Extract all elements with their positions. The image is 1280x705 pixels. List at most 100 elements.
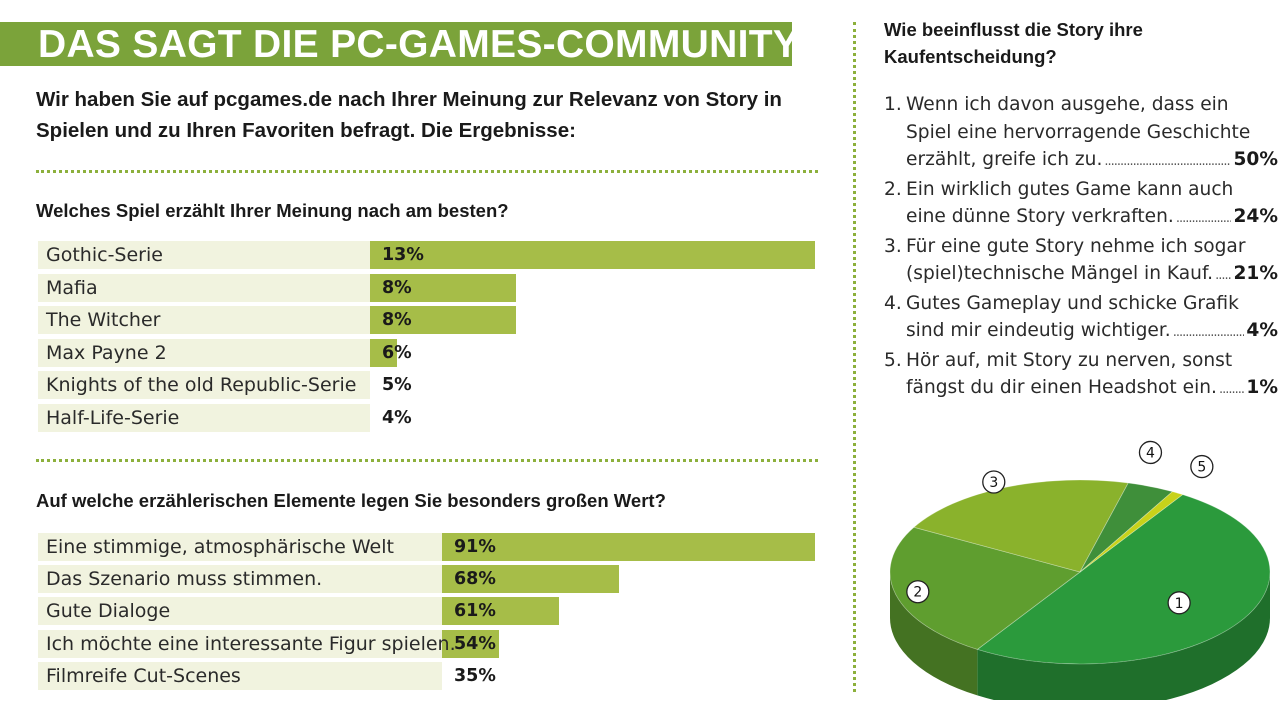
pie-slice: [1079, 491, 1184, 573]
intro-text: Wir haben Sie auf pcgames.de nach Ihrer …: [36, 88, 782, 142]
answer-last-line: (spiel)technische Mängel in Kauf. 21%: [906, 260, 1278, 290]
bar-row: Das Szenario muss stimmen. 68%: [38, 565, 619, 594]
title-banner: [0, 22, 792, 66]
bar-value-label: 5%: [382, 375, 412, 395]
pie-label-leader: [1177, 474, 1203, 494]
answer-percentage: 50%: [1233, 149, 1278, 170]
pie-slice: [976, 494, 1270, 665]
answer-item: 1. Wenn ich davon ausgehe, dass ein Spiel …: [884, 91, 1278, 176]
answer-text-line: Gutes Gameplay und schicke Grafik: [906, 292, 1239, 314]
answer-list: 1. Wenn ich davon ausgehe, dass ein Spiel …: [884, 91, 1278, 404]
bar-fill: [370, 273, 517, 302]
bar-fill: [442, 533, 815, 561]
pie-slice-side: [890, 572, 978, 696]
answer-number: 5.: [884, 349, 902, 371]
bar-fill: [442, 629, 500, 658]
bar-value-label: 4%: [382, 407, 412, 428]
bar-row: Half-Life-Serie 4%: [38, 403, 412, 432]
answer-text-line: (spiel)technische Mängel in Kauf.: [906, 263, 1214, 284]
answer-text-line: eine dünne Story verkraften.: [906, 206, 1174, 227]
answer-last-line: erzählt, greife ich zu. 50%: [906, 146, 1278, 176]
answer-text-line: Ein wirklich gutes Game kann auch: [906, 178, 1234, 200]
bar-category-label: The Witcher: [38, 306, 370, 334]
answer-number: 2.: [884, 178, 902, 200]
answer-item: 2. Ein wirklich gutes Game kann auch eine …: [884, 176, 1278, 233]
bar-value-label: 91%: [454, 537, 496, 557]
answer-text-line: Spiel eine hervorragende Geschichte: [906, 121, 1251, 143]
dotted-divider: [36, 459, 818, 462]
bar-category-label: Gothic-Serie: [38, 241, 370, 269]
leader-dots: [1219, 374, 1244, 404]
answer-item: 5. Hör auf, mit Story zu nerven, sonst fän…: [884, 347, 1278, 404]
bar-category-label: Max Payne 2: [38, 338, 370, 367]
bar-value-label: 35%: [454, 665, 496, 686]
question-narrative-elements: Auf welche erzählerischen Elemente legen…: [36, 490, 666, 511]
answer-percentage: 1%: [1246, 377, 1278, 398]
pie-slice-label: 2: [913, 585, 922, 601]
answer-text-line: Für eine gute Story nehme ich sogar: [906, 235, 1246, 257]
pie-slice: [889, 526, 1081, 650]
answer-text-line: fängst du dir einen Headshot ein.: [906, 377, 1217, 398]
bar-row: Gothic-Serie 13%: [38, 241, 815, 269]
bar-row: The Witcher 8%: [38, 306, 517, 334]
bar-category-label: Half-Life-Serie: [38, 403, 370, 432]
bar-value-label: 8%: [382, 277, 412, 298]
bar-row: Eine stimmige, atmosphärische Welt 91%: [38, 533, 815, 561]
bar-row: Gute Dialoge 61%: [38, 597, 559, 626]
pie-slice-label: 1: [1175, 596, 1184, 612]
bar-value-label: 13%: [382, 245, 424, 265]
bar-value-label: 54%: [454, 633, 496, 654]
answer-text-line: erzählt, greife ich zu.: [906, 149, 1103, 170]
dotted-divider: [36, 170, 818, 173]
answer-number: 1.: [884, 94, 902, 115]
answer-last-line: fängst du dir einen Headshot ein. 1%: [906, 374, 1278, 404]
bar-category-label: Mafia: [38, 273, 370, 302]
bar-row: Filmreife Cut-Scenes 35%: [38, 661, 496, 690]
pie-label-badge: [906, 580, 930, 604]
leader-dots: [1176, 203, 1232, 233]
pie-slice-side: [977, 572, 1270, 700]
bar-category-label: Ich möchte eine interessante Figur spiel…: [38, 629, 456, 658]
answer-item: 3. Für eine gute Story nehme ich sogar (sp…: [884, 233, 1278, 290]
answer-last-line: eine dünne Story verkraften. 24%: [906, 203, 1278, 233]
answer-percentage: 21%: [1233, 263, 1278, 284]
leader-dots: [1215, 260, 1231, 290]
answer-item: 4. Gutes Gameplay und schicke Grafik sind …: [884, 290, 1278, 347]
question-best-story-game: Welches Spiel erzählt Ihrer Meinung nach…: [36, 200, 509, 221]
answer-percentage: 24%: [1233, 206, 1278, 227]
bar-category-label: Eine stimmige, atmosphärische Welt: [38, 533, 442, 561]
pie-slice-label: 4: [1146, 445, 1155, 461]
answer-text-line: sind mir eindeutig wichtiger.: [906, 320, 1171, 341]
question-purchase-influence: Wie beeinflusst die Story ihre Kaufentsc…: [884, 19, 1143, 67]
bar-category-label: Filmreife Cut-Scenes: [38, 661, 442, 690]
leader-dots: [1104, 146, 1231, 176]
bar-value-label: 6%: [382, 342, 412, 363]
pie-slice: [1079, 482, 1174, 573]
pie-label-badge: [982, 470, 1006, 494]
answer-percentage: 4%: [1246, 320, 1278, 341]
bar-category-label: Das Szenario muss stimmen.: [38, 565, 442, 594]
bar-fill: [442, 565, 619, 594]
pie-slice: [913, 479, 1129, 573]
bar-fill: [370, 241, 815, 269]
bar-row: Knights of the old Republic-Serie 5%: [38, 371, 412, 399]
bar-row: Max Payne 2 6%: [38, 338, 412, 367]
answer-text-line: Wenn ich davon ausgehe, dass ein: [906, 94, 1229, 115]
bar-category-label: Knights of the old Republic-Serie: [38, 371, 370, 399]
bar-fill: [370, 306, 517, 334]
pie-slice-label: 3: [989, 475, 998, 491]
purchase-influence-pie-chart: 1 2 3 4 5: [889, 440, 1270, 700]
leader-dots: [1173, 317, 1245, 347]
pie-slice-label: 5: [1197, 460, 1206, 476]
pie-label-badge: [1190, 454, 1214, 479]
bar-value-label: 8%: [382, 310, 412, 330]
bar-row: Ich möchte eine interessante Figur spiel…: [38, 629, 500, 658]
bar-value-label: 68%: [454, 569, 496, 590]
answer-number: 4.: [884, 292, 902, 314]
bar-value-label: 61%: [454, 601, 496, 622]
answer-number: 3.: [884, 235, 902, 257]
answer-last-line: sind mir eindeutig wichtiger. 4%: [906, 317, 1278, 347]
column-divider: [853, 22, 856, 692]
page-title: DAS SAGT DIE PC-GAMES-COMMUNITY: [38, 23, 800, 66]
bar-fill: [370, 338, 397, 367]
